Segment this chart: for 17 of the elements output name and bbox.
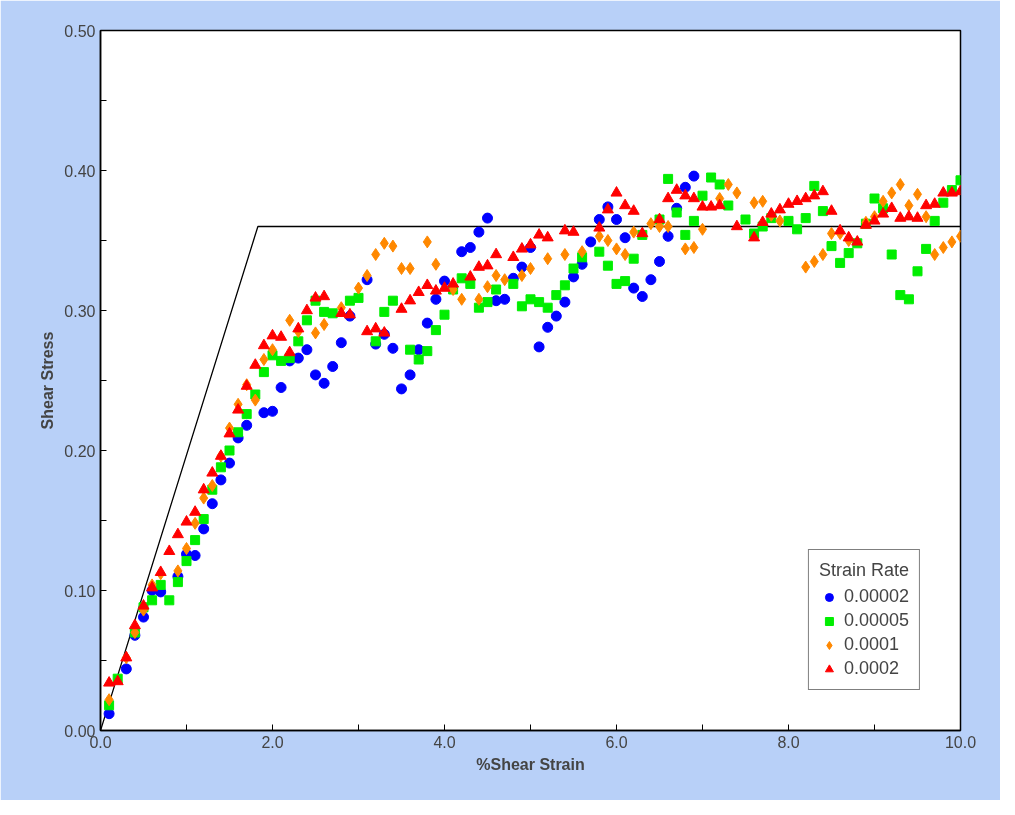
- y-tick-label: 0.30: [64, 302, 96, 320]
- x-tick-label: 4.0: [433, 733, 456, 751]
- x-tick-label: 8.0: [777, 733, 800, 751]
- x-axis-title: %Shear Strain: [476, 755, 585, 773]
- legend-title: Strain Rate: [818, 560, 909, 581]
- y-tick-label: 0.20: [64, 442, 96, 460]
- y-tick-label: 0.50: [64, 22, 96, 40]
- y-tick-label: 0.10: [64, 582, 96, 600]
- legend-label: 0.00005: [843, 610, 909, 631]
- legend-label: 0.00002: [843, 586, 909, 607]
- legend-label: 0.0002: [843, 658, 899, 679]
- y-axis-title: Shear Stress: [39, 331, 57, 430]
- x-tick-label: 10.0: [944, 733, 977, 751]
- x-tick-label: 6.0: [605, 733, 628, 751]
- legend-label: 0.0001: [843, 634, 899, 655]
- y-tick-label: 0.40: [64, 162, 96, 180]
- x-tick-label: 2.0: [261, 733, 284, 751]
